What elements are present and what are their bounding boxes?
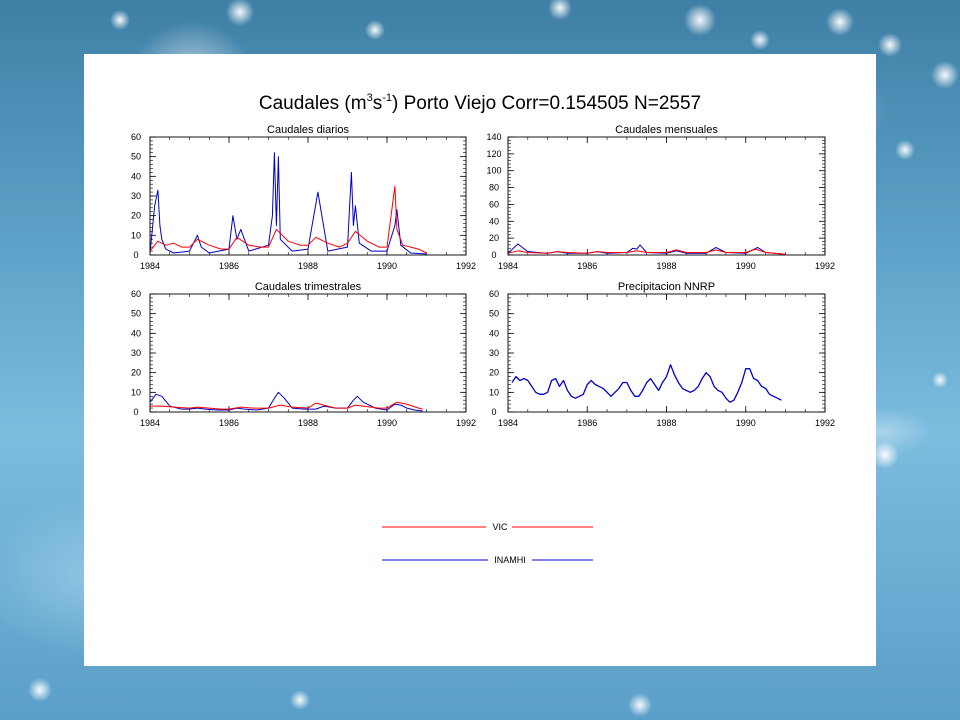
x-tick-label: 1986 xyxy=(219,261,239,271)
x-tick-label: 1984 xyxy=(140,418,160,428)
series-line-vic xyxy=(507,248,786,255)
x-tick-label: 1988 xyxy=(656,418,676,428)
y-tick-label: 20 xyxy=(489,368,499,378)
y-tick-label: 30 xyxy=(489,348,499,358)
plot-frame xyxy=(149,136,467,256)
y-tick-label: 60 xyxy=(489,199,499,209)
y-tick-label: 0 xyxy=(491,250,496,260)
y-tick-label: 20 xyxy=(131,211,141,221)
y-tick-label: 20 xyxy=(489,233,499,243)
plot-frame xyxy=(507,293,826,413)
y-tick-label: 0 xyxy=(491,407,496,417)
figure-title-prefix: Caudales (m xyxy=(259,93,367,114)
series-line-inamhi xyxy=(149,152,427,255)
legend-inamhi-label: INAMHI xyxy=(494,555,526,565)
chart-4: Precipitacion NNRP 1984 1986 1988 1990 1992 0 1… xyxy=(489,281,835,428)
chart-title: Caudales mensuales xyxy=(615,124,718,136)
x-tick-label: 1990 xyxy=(377,261,397,271)
y-tick-label: 120 xyxy=(486,149,501,159)
x-tick-label: 1984 xyxy=(140,261,160,271)
x-tick-label: 1986 xyxy=(219,418,239,428)
x-tick-label: 1986 xyxy=(577,418,597,428)
chart-1: Caudales diarios 1984 1986 1988 1990 1992 0 10 2… xyxy=(131,124,476,271)
figure-title-mid: s xyxy=(373,93,383,114)
y-tick-label: 40 xyxy=(489,216,499,226)
charts-group: Caudales diarios 1984 1986 1988 1990 1992 0 10 2… xyxy=(131,124,835,428)
y-tick-label: 140 xyxy=(486,132,501,142)
series-line-vic xyxy=(149,185,427,254)
x-tick-label: 1992 xyxy=(456,418,476,428)
sun-glints xyxy=(28,0,959,717)
plot-frame xyxy=(149,293,467,413)
chart-2: Caudales mensuales 1984 1986 1988 1990 1992 0 2… xyxy=(486,124,835,271)
y-tick-label: 30 xyxy=(131,348,141,358)
y-tick-label: 40 xyxy=(131,171,141,181)
y-tick-label: 10 xyxy=(489,387,499,397)
y-tick-label: 0 xyxy=(133,250,138,260)
x-tick-label: 1988 xyxy=(298,261,318,271)
legend-vic-label: VIC xyxy=(492,522,508,532)
x-tick-label: 1988 xyxy=(656,261,676,271)
figure-title-suffix: ) Porto Viejo Corr=0.154505 N=2557 xyxy=(392,93,701,114)
y-tick-label: 50 xyxy=(489,309,499,319)
x-tick-label: 1990 xyxy=(736,418,756,428)
x-tick-label: 1992 xyxy=(815,261,835,271)
figure-title-sup1: 3 xyxy=(367,92,373,104)
x-tick-label: 1990 xyxy=(736,261,756,271)
y-tick-label: 100 xyxy=(486,166,501,176)
x-tick-label: 1992 xyxy=(815,418,835,428)
x-tick-label: 1984 xyxy=(498,261,518,271)
x-tick-label: 1992 xyxy=(456,261,476,271)
y-tick-label: 80 xyxy=(489,183,499,193)
y-tick-label: 0 xyxy=(133,407,138,417)
y-tick-label: 60 xyxy=(131,289,141,299)
series-line-vic xyxy=(150,401,423,410)
figure-title: Caudales (m3s-1) Porto Viejo Corr=0.1545… xyxy=(259,92,701,114)
figure-canvas: Caudales (m3s-1) Porto Viejo Corr=0.1545… xyxy=(131,92,835,565)
chart-title: Caudales trimestrales xyxy=(255,281,362,293)
y-tick-label: 50 xyxy=(131,309,141,319)
y-tick-label: 60 xyxy=(131,132,141,142)
y-tick-label: 40 xyxy=(489,328,499,338)
legend: VIC INAMHI xyxy=(382,522,593,565)
figure-title-sup2: -1 xyxy=(382,92,392,104)
y-tick-label: 60 xyxy=(489,289,499,299)
y-tick-label: 40 xyxy=(131,328,141,338)
y-tick-label: 20 xyxy=(131,368,141,378)
x-tick-label: 1990 xyxy=(377,418,397,428)
y-tick-label: 10 xyxy=(131,230,141,240)
y-tick-label: 30 xyxy=(131,191,141,201)
chart-3: Caudales trimestrales 1984 1986 1988 1990 199… xyxy=(131,281,476,428)
x-tick-label: 1984 xyxy=(498,418,518,428)
y-tick-label: 50 xyxy=(131,152,141,162)
chart-title: Precipitacion NNRP xyxy=(618,281,715,293)
series-line-precip xyxy=(511,364,782,403)
y-tick-label: 10 xyxy=(131,387,141,397)
x-tick-label: 1988 xyxy=(298,418,318,428)
chart-title: Caudales diarios xyxy=(267,124,349,136)
plot-frame xyxy=(507,136,826,256)
x-tick-label: 1986 xyxy=(577,261,597,271)
figure-panel: Caudales (m3s-1) Porto Viejo Corr=0.1545… xyxy=(84,54,876,666)
series-line-inamhi xyxy=(149,391,423,412)
